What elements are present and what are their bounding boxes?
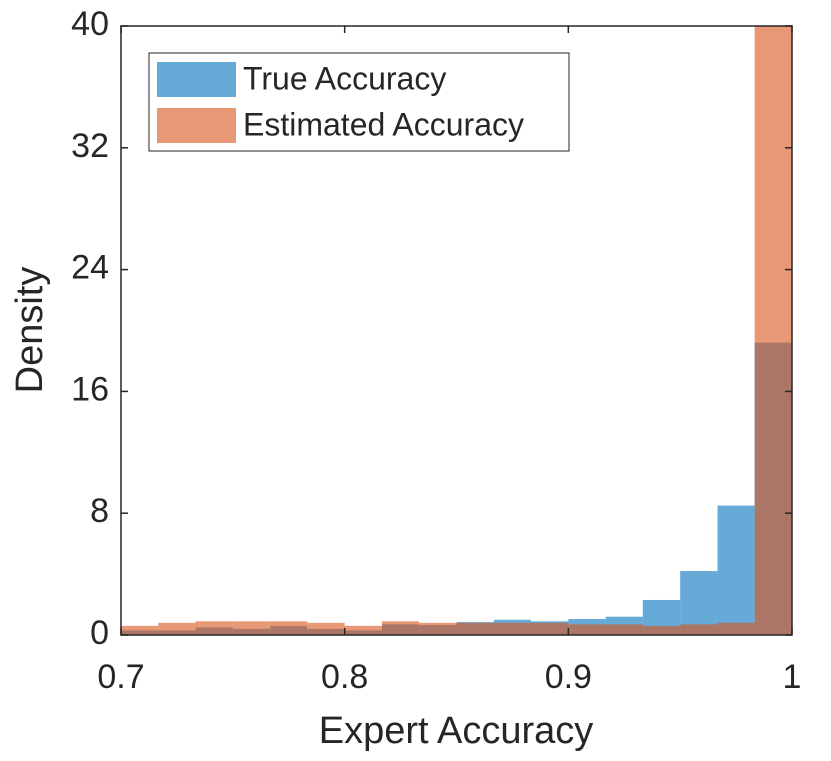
histogram-bar [568,624,606,635]
histogram-bar [195,621,233,635]
histogram-bar [419,622,457,635]
y-tick-label: 8 [90,492,109,530]
histogram-bar [121,625,159,635]
legend: True Accuracy Estimated Accuracy [148,52,570,152]
y-axis-label: Density [9,267,51,394]
x-tick-label: 1 [783,658,802,696]
x-tick-label: 0.7 [97,658,144,696]
histogram-bar [493,622,531,635]
y-tick-label: 24 [71,249,109,287]
histogram-bar [530,622,569,635]
histogram-bar [232,621,271,635]
x-axis-label: Expert Accuracy [319,710,594,752]
x-tick-label: 0.8 [321,658,368,696]
histogram-bar [270,621,308,635]
histogram-bar [680,624,718,635]
legend-label: Estimated Accuracy [243,106,524,142]
histogram-bar [642,625,681,635]
y-tick-label: 40 [71,5,109,43]
histogram-bar [754,26,792,635]
y-tick-label: 0 [90,614,109,652]
plot-area [121,26,792,635]
legend-label: True Accuracy [243,60,446,96]
histogram-bar [605,624,643,635]
histogram-bar [158,622,196,635]
x-tick-label: 0.9 [545,658,592,696]
axes-box [120,25,793,636]
histogram-bar [717,505,755,635]
legend-swatch [157,108,236,143]
histogram-bar [382,621,420,635]
legend-swatch [157,62,236,97]
histogram-bar [456,622,494,635]
histogram-bar [344,625,383,635]
y-tick-label: 32 [71,127,109,165]
histogram-bar [307,622,345,635]
histogram-bar [717,622,755,635]
y-tick-label: 16 [71,370,109,408]
